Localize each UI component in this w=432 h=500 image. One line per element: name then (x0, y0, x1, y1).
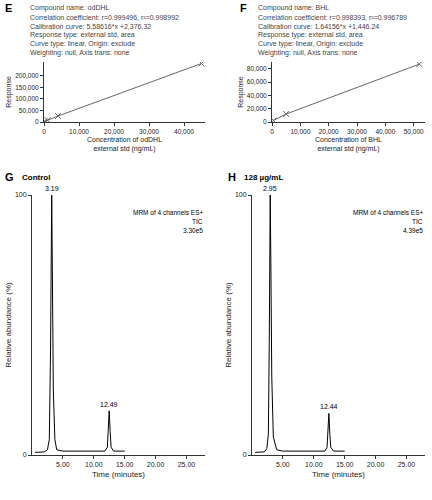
svg-text:20,000: 20,000 (104, 128, 124, 135)
svg-text:30,000: 30,000 (139, 128, 159, 135)
svg-text:Response: Response (5, 76, 13, 108)
svg-text:50,000: 50,000 (19, 107, 39, 114)
svg-text:3.30e5: 3.30e5 (183, 227, 203, 234)
svg-text:0: 0 (270, 128, 274, 135)
svg-text:Response: Response (237, 76, 245, 108)
svg-text:Weighting: null, Axis trans: n: Weighting: null, Axis trans: none (258, 49, 358, 57)
svg-text:10.00: 10.00 (85, 461, 103, 468)
svg-text:25.00: 25.00 (178, 461, 196, 468)
svg-text:15.00: 15.00 (116, 461, 134, 468)
svg-text:0: 0 (23, 451, 27, 458)
svg-text:Calibration curve: 5.58616*x +: Calibration curve: 5.58616*x +2,376.32 (30, 23, 151, 30)
svg-text:15.00: 15.00 (336, 461, 354, 468)
svg-text:5.00: 5.00 (56, 461, 70, 468)
svg-text:10,000: 10,000 (69, 128, 89, 135)
svg-text:20.00: 20.00 (147, 461, 165, 468)
svg-text:MRM of 4 channels ES+: MRM of 4 channels ES+ (353, 209, 423, 216)
svg-text:Compound name: BHL: Compound name: BHL (258, 4, 329, 12)
svg-text:F: F (240, 2, 247, 14)
svg-text:Correlation coefficient: r=0.9: Correlation coefficient: r=0.999496, r²=… (30, 14, 179, 21)
svg-text:128 µg/mL: 128 µg/mL (244, 173, 283, 182)
svg-text:12.44: 12.44 (320, 403, 338, 410)
svg-text:0: 0 (35, 118, 39, 125)
svg-text:12.49: 12.49 (100, 401, 118, 408)
svg-text:20.00: 20.00 (367, 461, 385, 468)
svg-text:0: 0 (263, 118, 267, 125)
svg-text:60,000: 60,000 (247, 78, 267, 85)
svg-text:Concentration of BHLexternal s: Concentration of BHLexternal std (ng/mL) (315, 136, 382, 153)
svg-text:4.39e5: 4.39e5 (403, 227, 423, 234)
svg-text:H: H (228, 171, 236, 183)
svg-text:Response type: external std, a: Response type: external std, area (30, 31, 135, 39)
svg-text:30,000: 30,000 (347, 128, 367, 135)
svg-text:Control: Control (22, 173, 50, 182)
svg-text:20,000: 20,000 (319, 128, 339, 135)
svg-text:Correlation coefficient: r=0.9: Correlation coefficient: r=0.998393, r²=… (258, 14, 407, 21)
svg-text:TIC: TIC (192, 218, 203, 225)
svg-text:40,000: 40,000 (375, 128, 395, 135)
svg-text:MRM of 4 channels ES+: MRM of 4 channels ES+ (133, 209, 203, 216)
svg-text:100: 100 (15, 191, 27, 198)
svg-text:Time (minutes): Time (minutes) (92, 470, 145, 479)
svg-text:3.19: 3.19 (45, 185, 59, 192)
svg-text:Compound name: odDHL: Compound name: odDHL (30, 4, 109, 12)
svg-text:Relative abundance (%): Relative abundance (%) (224, 282, 233, 368)
svg-text:Weighting: null, Axis trans: n: Weighting: null, Axis trans: none (30, 49, 130, 57)
svg-text:Time (minutes): Time (minutes) (312, 470, 365, 479)
svg-text:0: 0 (243, 451, 247, 458)
svg-text:5.00: 5.00 (276, 461, 290, 468)
svg-text:40,000: 40,000 (174, 128, 194, 135)
svg-text:10,000: 10,000 (290, 128, 310, 135)
svg-text:Curve type: linear, Origin: ex: Curve type: linear, Origin: exclude (258, 40, 363, 48)
svg-text:0: 0 (42, 128, 46, 135)
svg-text:20,000: 20,000 (247, 105, 267, 112)
svg-text:100,000: 100,000 (15, 95, 39, 102)
svg-text:10.00: 10.00 (305, 461, 323, 468)
svg-text:Response type: external std, a: Response type: external std, area (258, 31, 363, 39)
svg-text:Curve type: linear, Origin: ex: Curve type: linear, Origin: exclude (30, 40, 135, 48)
svg-text:100: 100 (235, 191, 247, 198)
svg-text:Concentration of odDHLexternal: Concentration of odDHLexternal std (ng/m… (87, 136, 162, 153)
svg-text:40,000: 40,000 (247, 92, 267, 99)
svg-text:TIC: TIC (412, 218, 423, 225)
svg-text:50,000: 50,000 (404, 128, 424, 135)
svg-text:150,000: 150,000 (15, 84, 39, 91)
svg-text:2.95: 2.95 (263, 185, 277, 192)
svg-text:G: G (5, 171, 14, 183)
svg-text:Relative abundance (%): Relative abundance (%) (4, 282, 13, 368)
svg-text:200,000: 200,000 (15, 72, 39, 79)
svg-text:80,000: 80,000 (247, 65, 267, 72)
svg-text:E: E (5, 2, 12, 14)
svg-text:25.00: 25.00 (398, 461, 416, 468)
svg-text:Calibration curve: 1.64156*x +: Calibration curve: 1.64156*x +1,446.24 (258, 23, 379, 30)
